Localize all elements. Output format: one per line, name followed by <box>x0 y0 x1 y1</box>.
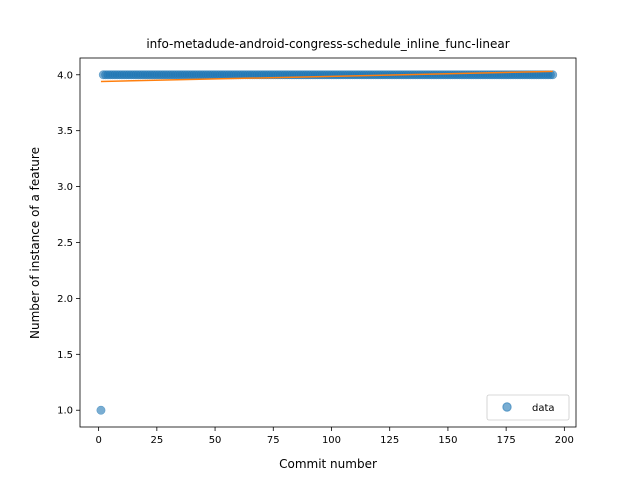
x-tick-label: 125 <box>380 435 399 446</box>
x-tick-label: 0 <box>95 435 101 446</box>
x-tick-label: 25 <box>150 435 163 446</box>
y-axis-ticks: 1.0 1.5 2.0 2.5 3.0 3.5 4.0 <box>57 70 80 417</box>
x-tick-label: 175 <box>497 435 516 446</box>
y-tick-label: 3.5 <box>57 126 73 137</box>
y-tick-label: 3.0 <box>57 182 73 193</box>
fit-line <box>100 70 553 83</box>
y-tick-label: 2.5 <box>57 238 73 249</box>
legend: data <box>486 394 570 421</box>
data-point <box>96 405 106 415</box>
x-tick-label: 200 <box>555 435 574 446</box>
x-tick-label: 75 <box>267 435 280 446</box>
data-point <box>548 70 558 80</box>
plot-frame <box>79 57 577 428</box>
y-tick-label: 1.0 <box>57 406 73 417</box>
legend-label: data <box>532 403 555 414</box>
x-tick-label: 150 <box>438 435 457 446</box>
x-axis-label: Commit number <box>279 457 377 471</box>
x-axis-ticks: 0 25 50 75 100 125 150 175 200 <box>95 427 574 446</box>
x-tick-label: 50 <box>209 435 222 446</box>
y-tick-label: 2.0 <box>57 294 73 305</box>
legend-box <box>486 394 570 421</box>
y-tick-label: 4.0 <box>57 70 73 81</box>
chart-title: info-metadude-android-congress-schedule_… <box>146 37 509 51</box>
legend-marker <box>502 402 512 412</box>
y-tick-label: 1.5 <box>57 350 73 361</box>
x-tick-label: 100 <box>322 435 341 446</box>
y-axis-label: Number of instance of a feature <box>28 147 42 339</box>
plot-area <box>79 57 577 428</box>
